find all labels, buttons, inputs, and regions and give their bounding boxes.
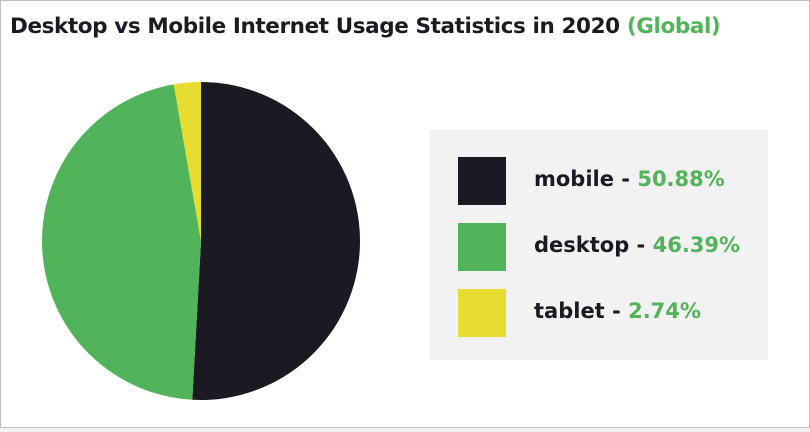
pie-slice-desktop [42, 84, 202, 400]
legend-name: tablet [534, 299, 605, 323]
legend-value: 46.39% [652, 233, 741, 257]
chart-title: Desktop vs Mobile Internet Usage Statist… [10, 14, 721, 39]
legend-value: 2.74% [628, 299, 701, 323]
legend-swatch-desktop [458, 223, 506, 271]
legend-name: desktop [534, 233, 630, 257]
legend-item-tablet: tablet - 2.74% [458, 289, 758, 337]
legend-separator: - [613, 167, 638, 191]
pie-slice-mobile [192, 82, 361, 401]
legend-swatch-mobile [458, 157, 506, 205]
legend-label-tablet: tablet - 2.74% [534, 299, 701, 323]
legend-value: 50.88% [637, 167, 725, 191]
chart-title-accent: (Global) [626, 14, 721, 39]
chart-title-main: Desktop vs Mobile Internet Usage Statist… [10, 14, 620, 39]
legend-separator: - [629, 233, 653, 257]
legend-label-desktop: desktop - 46.39% [534, 233, 740, 257]
legend-label-mobile: mobile - 50.88% [534, 167, 725, 191]
legend-name: mobile [534, 167, 614, 191]
legend-item-mobile: mobile - 50.88% [458, 157, 758, 205]
legend: mobile - 50.88% desktop - 46.39% tablet … [430, 130, 768, 360]
pie-slice-tablet [173, 82, 201, 241]
legend-separator: - [604, 299, 629, 323]
legend-item-desktop: desktop - 46.39% [458, 223, 758, 271]
legend-swatch-tablet [458, 289, 506, 337]
